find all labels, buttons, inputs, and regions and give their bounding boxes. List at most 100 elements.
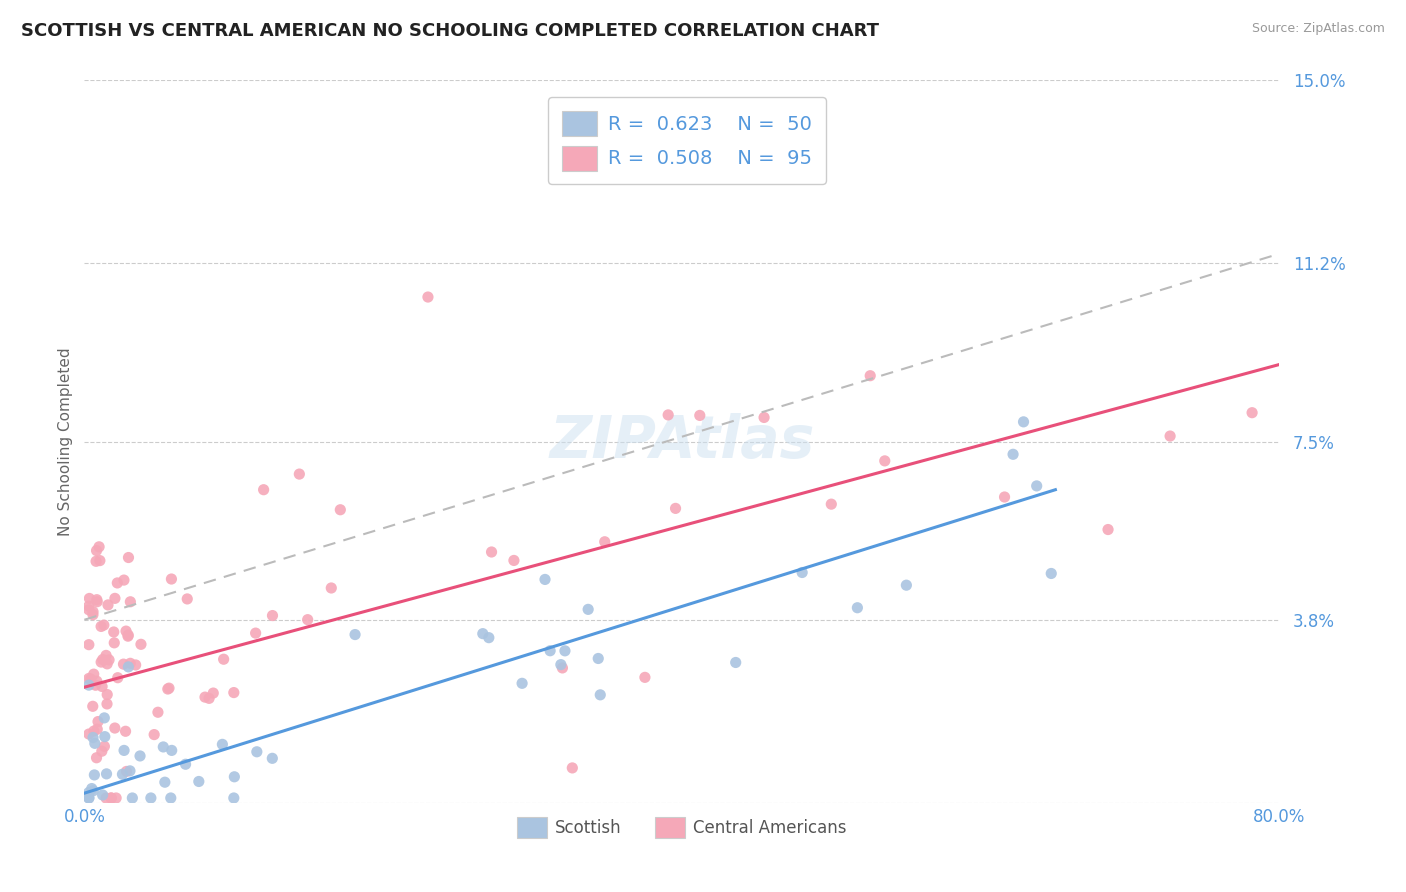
Point: [262, 751, 284, 765]
Point: [117, 629, 139, 643]
Point: [1025, 479, 1047, 493]
Point: [551, 661, 574, 675]
Text: ZIPAtlas: ZIPAtlas: [550, 413, 814, 470]
Point: [105, 791, 128, 805]
Point: [100, 791, 122, 805]
Point: [129, 748, 152, 763]
Point: [478, 631, 501, 645]
Point: [98, 653, 121, 667]
Point: [83, 736, 105, 750]
Point: [89, 553, 111, 567]
Point: [846, 600, 869, 615]
Point: [993, 490, 1015, 504]
Point: [86, 674, 108, 689]
Point: [538, 644, 561, 658]
Point: [297, 613, 319, 627]
Point: [657, 408, 679, 422]
Point: [112, 657, 135, 672]
Point: [87, 540, 110, 554]
Point: [222, 791, 245, 805]
Point: [83, 768, 105, 782]
Point: [534, 573, 557, 587]
Point: [83, 667, 105, 681]
Point: [100, 791, 122, 805]
Point: [510, 676, 533, 690]
Point: [664, 501, 686, 516]
Point: [91, 652, 114, 666]
Point: [117, 628, 139, 642]
Point: [1012, 415, 1035, 429]
Point: [129, 637, 152, 651]
Point: [288, 467, 311, 481]
Point: [93, 711, 115, 725]
Point: [77, 791, 100, 805]
Point: [77, 599, 100, 613]
Point: [160, 743, 183, 757]
Point: [1241, 406, 1264, 420]
Point: [896, 578, 918, 592]
Point: [576, 602, 599, 616]
Point: [77, 727, 100, 741]
Point: [820, 497, 842, 511]
Point: [416, 290, 439, 304]
Point: [77, 678, 100, 692]
Point: [593, 534, 616, 549]
Point: [1097, 523, 1119, 537]
Point: [86, 543, 108, 558]
Point: [105, 576, 128, 591]
Point: [96, 697, 118, 711]
Point: [82, 605, 104, 619]
Point: [344, 627, 367, 641]
Point: [107, 671, 129, 685]
Point: [752, 410, 775, 425]
Point: [94, 791, 117, 805]
Point: [152, 739, 174, 754]
Point: [1159, 429, 1181, 443]
Point: [121, 791, 143, 805]
Point: [97, 598, 120, 612]
Point: [634, 670, 657, 684]
Point: [93, 739, 115, 754]
Point: [112, 573, 135, 587]
Point: [84, 554, 107, 568]
Point: [222, 685, 245, 699]
Point: [115, 764, 138, 779]
Point: [139, 791, 162, 805]
Point: [187, 774, 209, 789]
Point: [96, 657, 118, 671]
Point: [212, 652, 235, 666]
Point: [96, 688, 118, 702]
Point: [641, 150, 664, 164]
Point: [83, 724, 105, 739]
Point: [859, 368, 882, 383]
Point: [253, 483, 276, 497]
Point: [86, 592, 108, 607]
Point: [112, 743, 135, 757]
Point: [224, 770, 246, 784]
Point: [246, 745, 269, 759]
Point: [194, 690, 217, 705]
Point: [143, 728, 166, 742]
Point: [79, 591, 101, 606]
Point: [86, 751, 108, 765]
Point: [689, 409, 711, 423]
Point: [77, 785, 100, 799]
Point: [262, 608, 284, 623]
Point: [90, 619, 112, 633]
Point: [503, 553, 526, 567]
Point: [80, 672, 103, 686]
Point: [176, 591, 198, 606]
Point: [93, 618, 115, 632]
Y-axis label: No Schooling Completed: No Schooling Completed: [58, 347, 73, 536]
Point: [94, 730, 117, 744]
Point: [159, 791, 181, 805]
Point: [321, 581, 343, 595]
Point: [157, 681, 180, 695]
Point: [586, 651, 609, 665]
Point: [80, 781, 103, 796]
Point: [118, 764, 141, 778]
Point: [90, 744, 112, 758]
Point: [91, 788, 114, 802]
Point: [124, 657, 146, 672]
Point: [120, 595, 142, 609]
